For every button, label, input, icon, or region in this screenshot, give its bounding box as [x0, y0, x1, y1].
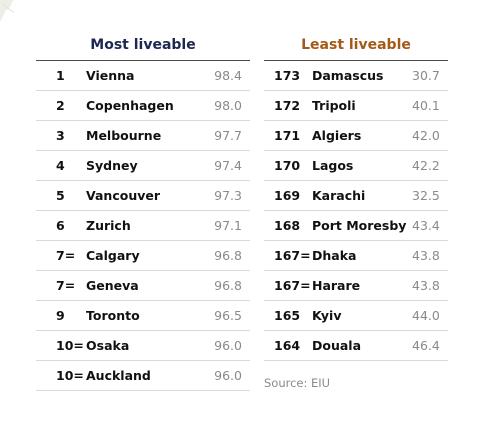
- table-row: 9 Toronto 96.5: [36, 301, 250, 331]
- table-row: 170 Lagos 42.2: [264, 151, 448, 181]
- score-cell: 43.8: [412, 278, 440, 293]
- city-cell: Zurich: [86, 218, 131, 233]
- rank-cell: 7=: [56, 248, 76, 263]
- rank-cell: 167=: [274, 248, 311, 263]
- city-cell: Auckland: [86, 368, 151, 383]
- city-cell: Harare: [312, 278, 361, 293]
- score-cell: 97.4: [214, 158, 242, 173]
- most-liveable-rows: 1 Vienna 98.4 2 Copenhagen 98.0 3 Melbourne 97.7…: [36, 61, 250, 391]
- score-cell: 96.0: [214, 368, 242, 383]
- rank-cell: 6: [56, 218, 65, 233]
- rank-cell: 10=: [56, 338, 84, 353]
- rank-cell: 165: [274, 308, 301, 323]
- score-cell: 97.1: [214, 218, 242, 233]
- score-cell: 32.5: [412, 188, 440, 203]
- city-cell: Karachi: [312, 188, 366, 203]
- score-cell: 44.0: [412, 308, 440, 323]
- score-cell: 96.8: [214, 278, 242, 293]
- table-row: 172 Tripoli 40.1: [264, 91, 448, 121]
- rank-cell: 3: [56, 128, 65, 143]
- table-row: 171 Algiers 42.0: [264, 121, 448, 151]
- source-note: Source: EIU: [264, 376, 331, 390]
- table-row: 167= Dhaka 43.8: [264, 241, 448, 271]
- score-cell: 43.8: [412, 248, 440, 263]
- city-cell: Tripoli: [312, 98, 356, 113]
- table-row: 10= Auckland 96.0: [36, 361, 250, 391]
- rank-cell: 167=: [274, 278, 311, 293]
- table-row: 1 Vienna 98.4: [36, 61, 250, 91]
- table-row: 165 Kyiv 44.0: [264, 301, 448, 331]
- rank-cell: 9: [56, 308, 65, 323]
- table-row: 173 Damascus 30.7: [264, 61, 448, 91]
- rank-cell: 171: [274, 128, 301, 143]
- most-liveable-title: Most liveable: [90, 37, 196, 53]
- rank-cell: 172: [274, 98, 301, 113]
- rank-cell: 4: [56, 158, 65, 173]
- city-cell: Douala: [312, 338, 362, 353]
- score-cell: 96.5: [214, 308, 242, 323]
- least-liveable-title: Least liveable: [301, 37, 411, 53]
- score-cell: 43.4: [412, 218, 440, 233]
- rank-cell: 169: [274, 188, 301, 203]
- least-liveable-rows: 173 Damascus 30.7 172 Tripoli 40.1 171 Algiers 4…: [264, 61, 448, 361]
- city-cell: Geneva: [86, 278, 139, 293]
- score-cell: 97.3: [214, 188, 242, 203]
- score-cell: 98.0: [214, 98, 242, 113]
- city-cell: Calgary: [86, 248, 140, 263]
- least-liveable-table: Least liveable 173 Damascus 30.7 172 Tripoli…: [264, 30, 448, 361]
- city-cell: Melbourne: [86, 128, 162, 143]
- city-cell: Copenhagen: [86, 98, 174, 113]
- rank-cell: 5: [56, 188, 65, 203]
- city-cell: Algiers: [312, 128, 362, 143]
- city-cell: Sydney: [86, 158, 138, 173]
- rank-cell: 2: [56, 98, 65, 113]
- score-cell: 42.0: [412, 128, 440, 143]
- city-cell: Vancouver: [86, 188, 161, 203]
- score-cell: 40.1: [412, 98, 440, 113]
- city-cell: Port Moresby: [312, 218, 407, 233]
- rank-cell: 170: [274, 158, 301, 173]
- score-cell: 46.4: [412, 338, 440, 353]
- table-row: 168 Port Moresby 43.4: [264, 211, 448, 241]
- city-cell: Dhaka: [312, 248, 357, 263]
- score-cell: 97.7: [214, 128, 242, 143]
- rank-cell: 1: [56, 68, 65, 83]
- city-cell: Lagos: [312, 158, 354, 173]
- score-cell: 98.4: [214, 68, 242, 83]
- table-row: 5 Vancouver 97.3: [36, 181, 250, 211]
- most-liveable-top-rule: [36, 60, 250, 61]
- table-row: 10= Osaka 96.0: [36, 331, 250, 361]
- score-cell: 30.7: [412, 68, 440, 83]
- city-cell: Kyiv: [312, 308, 342, 323]
- table-row: 6 Zurich 97.1: [36, 211, 250, 241]
- table-row: 2 Copenhagen 98.0: [36, 91, 250, 121]
- score-cell: 96.0: [214, 338, 242, 353]
- rank-cell: 10=: [56, 368, 84, 383]
- most-liveable-table: Most liveable 1 Vienna 98.4 2 Copenhagen 98.0…: [36, 30, 250, 391]
- table-row: 3 Melbourne 97.7: [36, 121, 250, 151]
- score-cell: 96.8: [214, 248, 242, 263]
- corner-decoration: [0, 0, 15, 22]
- table-row: 7= Geneva 96.8: [36, 271, 250, 301]
- least-liveable-top-rule: [264, 60, 448, 61]
- rank-cell: 164: [274, 338, 301, 353]
- table-row: 4 Sydney 97.4: [36, 151, 250, 181]
- table-row: 167= Harare 43.8: [264, 271, 448, 301]
- table-row: 164 Douala 46.4: [264, 331, 448, 361]
- rank-cell: 168: [274, 218, 301, 233]
- city-cell: Vienna: [86, 68, 135, 83]
- city-cell: Toronto: [86, 308, 140, 323]
- city-cell: Osaka: [86, 338, 130, 353]
- rank-cell: 173: [274, 68, 301, 83]
- rank-cell: 7=: [56, 278, 76, 293]
- table-row: 169 Karachi 32.5: [264, 181, 448, 211]
- table-row: 7= Calgary 96.8: [36, 241, 250, 271]
- score-cell: 42.2: [412, 158, 440, 173]
- city-cell: Damascus: [312, 68, 384, 83]
